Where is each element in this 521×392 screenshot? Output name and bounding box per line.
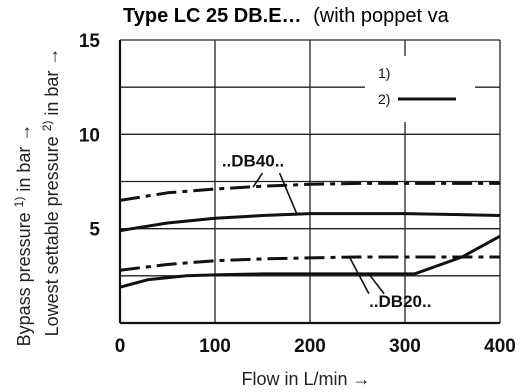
annotation-2: ..DB20..	[369, 292, 431, 311]
chart-title-main: Type LC 25 DB.E…	[123, 5, 302, 27]
annotation-leader-1	[252, 172, 264, 188]
y-tick-label-0: 5	[89, 220, 100, 241]
y-axis-label-1-sup: 1)	[12, 197, 26, 208]
annotation-1: ..DB40..	[222, 151, 284, 170]
y-tick-label-2: 15	[79, 31, 101, 52]
y-axis-label-2-text: Lowest settable pressure	[42, 136, 62, 336]
legend-background	[365, 56, 475, 122]
annotation-leader-2	[278, 172, 298, 214]
legend-label-1: 1)	[378, 65, 390, 81]
series-layer	[119, 181, 501, 289]
x-tick-label-4: 400	[484, 336, 516, 357]
series-line-db40-dash-dot	[119, 181, 500, 202]
y-axis-label-2-sup: 2)	[40, 121, 54, 132]
series-line-db20-solid	[119, 234, 501, 289]
legend: 1) 2)	[378, 65, 456, 107]
series-line-db20-dash-dot	[119, 255, 500, 272]
grid	[118, 39, 501, 325]
x-tick-label-2: 200	[294, 336, 326, 357]
chart-title: Type LC 25 DB.E… (with poppet va	[123, 5, 450, 27]
y-axis-label-1: Bypass pressure 1) in bar →	[12, 124, 34, 347]
series-line-db40-solid	[119, 212, 501, 233]
x-tick-label-3: 300	[389, 336, 421, 357]
annotation-leader-4	[368, 273, 385, 295]
annotations: ..DB40.. ..DB20..	[222, 151, 432, 311]
y-axis-label-2-tail: in bar →	[42, 48, 62, 116]
legend-label-2: 2)	[378, 91, 390, 107]
x-tick-label-0: 0	[115, 336, 126, 357]
y-tick-label-1: 10	[79, 125, 100, 146]
y-axis-label-1-text: Bypass pressure	[14, 212, 34, 346]
annotation-leader-3	[349, 257, 370, 295]
y-axis-label-1-tail: in bar →	[14, 124, 34, 192]
ticks: 0 100 200 300 400 5 10 15	[79, 31, 516, 357]
x-tick-label-1: 100	[199, 336, 231, 357]
x-axis-label: Flow in L/min →	[241, 369, 370, 389]
y-axis-label-2: Lowest settable pressure 2) in bar →	[40, 48, 62, 337]
chart-title-suffix: (with poppet va	[313, 5, 450, 27]
